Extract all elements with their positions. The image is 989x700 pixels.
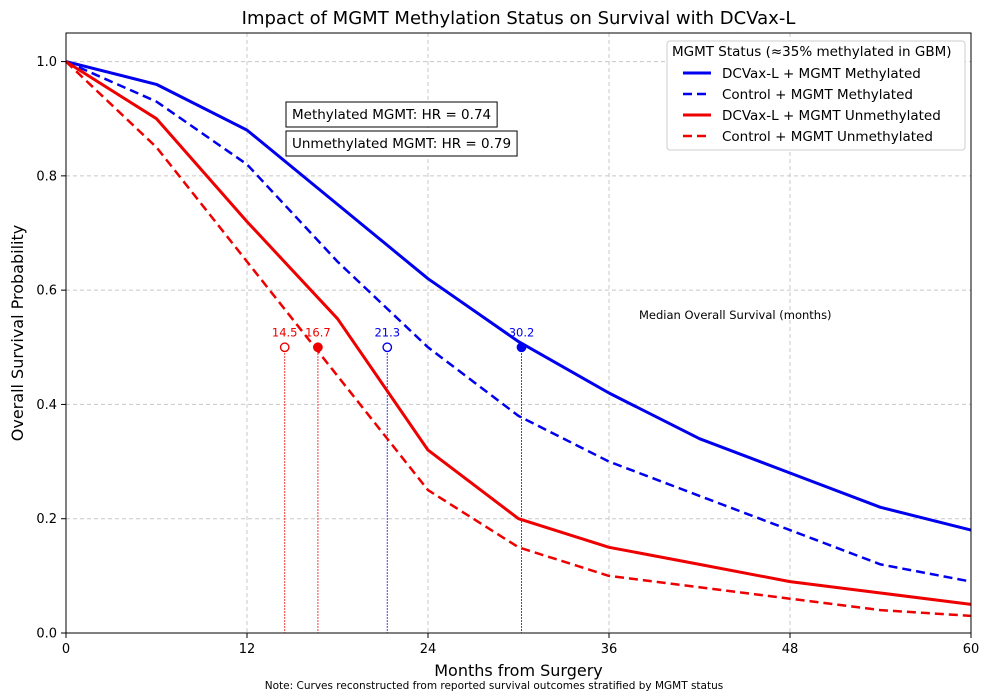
legend-label-1: DCVax-L + MGMT Methylated (722, 66, 921, 82)
x-tick-label: 36 (601, 642, 618, 657)
y-axis-label: Overall Survival Probability (8, 225, 27, 441)
legend-items: DCVax-L + MGMT Methylated Control + MGMT … (683, 66, 941, 145)
survival-curves (65, 60, 972, 618)
median-value-label: 30.2 (509, 325, 535, 339)
series-line-2 (65, 60, 972, 583)
hazard-ratio-methylated-box: Methylated MGMT: HR = 0.74 (285, 101, 498, 128)
x-tick-label: 0 (62, 642, 70, 657)
legend: MGMT Status (≈35% methylated in GBM) DCV… (666, 40, 966, 151)
series-line-3 (65, 60, 972, 606)
legend-label-3: DCVax-L + MGMT Unmethylated (722, 108, 941, 124)
legend-label-4: Control + MGMT Unmethylated (722, 129, 933, 145)
series-line-1 (65, 60, 972, 532)
median-markers: 14.5 16.7 21.3 30.2 (272, 325, 534, 633)
legend-title: MGMT Status (≈35% methylated in GBM) (672, 44, 952, 60)
axis-ticks: 0 12 24 36 48 60 0.0 0.2 0.4 0.6 0.8 1.0 (36, 55, 979, 657)
x-tick-label: 48 (782, 642, 799, 657)
hazard-ratio-unmethylated-frame (285, 130, 518, 157)
hazard-ratio-unmethylated-text: Unmethylated MGMT: HR = 0.79 (292, 136, 511, 152)
x-tick-label: 24 (420, 642, 437, 657)
chart-title: Impact of MGMT Methylation Status on Sur… (242, 8, 796, 29)
y-tick-label: 0.4 (36, 398, 57, 413)
y-tick-label: 0.6 (36, 284, 57, 299)
hazard-ratio-methylated-text: Methylated MGMT: HR = 0.74 (292, 107, 491, 123)
x-tick-label: 60 (963, 642, 980, 657)
x-tick-label: 12 (239, 642, 256, 657)
y-tick-label: 0.0 (36, 627, 57, 642)
footnote: Note: Curves reconstructed from reported… (265, 680, 723, 692)
plot-frame (65, 32, 972, 634)
hazard-ratio-methylated-frame (285, 101, 498, 128)
hazard-ratio-unmethylated-box: Unmethylated MGMT: HR = 0.79 (285, 130, 518, 157)
x-axis-label: Months from Surgery (434, 661, 603, 680)
median-value-label: 21.3 (374, 325, 400, 339)
median-survival-title: Median Overall Survival (months) (639, 308, 832, 322)
y-tick-label: 0.2 (36, 512, 57, 527)
median-point (382, 342, 393, 353)
median-value-label: 14.5 (272, 325, 298, 339)
median-value-label: 16.7 (305, 325, 331, 339)
legend-label-2: Control + MGMT Methylated (722, 87, 913, 103)
legend-frame (666, 40, 966, 151)
median-point (279, 342, 290, 353)
y-tick-label: 1.0 (36, 55, 57, 70)
y-tick-label: 0.8 (36, 169, 57, 184)
